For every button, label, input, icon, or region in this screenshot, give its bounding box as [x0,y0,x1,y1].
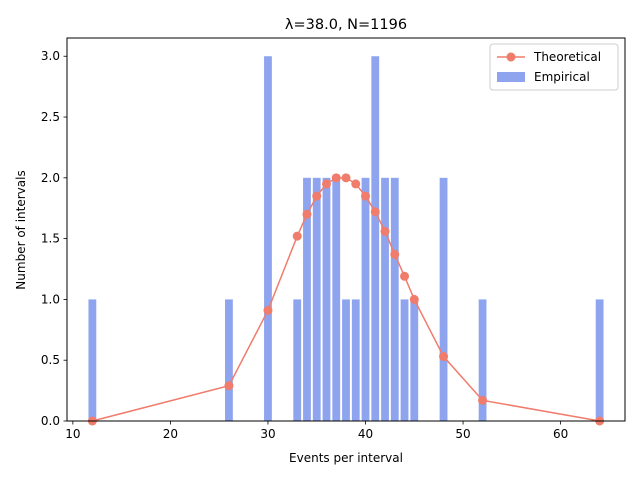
empirical-bar-44 [400,299,409,421]
empirical-bar-12 [88,299,97,421]
y-axis-label: Number of intervals [14,170,28,289]
x-tick-label-20: 20 [163,427,178,441]
theoretical-point-37 [331,173,341,183]
x-tick-label-50: 50 [455,427,470,441]
y-tick-label-1: 1.0 [41,292,60,306]
empirical-bar-42 [381,177,389,421]
theoretical-point-48 [439,352,449,362]
empirical-bar-36 [322,177,331,421]
plot-area [66,37,626,426]
empirical-bar-38 [342,299,350,421]
x-axis-label: Events per interval [289,451,403,465]
legend-empirical-swatch [497,72,525,82]
empirical-bar-30 [264,56,272,421]
empirical-bar-33 [293,299,302,421]
empirical-bar-52 [478,299,487,421]
x-tick-label-30: 30 [260,427,275,441]
theoretical-point-43 [390,249,400,259]
empirical-bar-43 [390,177,399,421]
y-tick-label-2.5: 2.5 [41,110,60,124]
legend-theoretical-marker [506,52,516,62]
theoretical-point-36 [321,179,331,189]
y-tick-label-0.5: 0.5 [41,353,60,367]
theoretical-point-41 [370,207,380,217]
theoretical-point-30 [263,305,273,315]
empirical-bar-37 [332,177,341,421]
chart-title: λ=38.0, N=1196 [285,17,407,33]
theoretical-point-40 [361,191,371,201]
x-tick-label-10: 10 [65,427,80,441]
empirical-bar-41 [371,56,380,421]
theoretical-point-38 [341,173,351,183]
empirical-bar-48 [439,177,448,421]
y-tick-label-0: 0.0 [41,414,60,428]
empirical-bar-64 [595,299,604,421]
y-tick-label-2: 2.0 [41,171,60,185]
empirical-bars [88,56,604,421]
y-axis: 0.0 0.5 1.0 1.5 2.0 2.5 3.0 [41,49,67,428]
x-tick-label-40: 40 [358,427,373,441]
y-tick-label-3: 3.0 [41,49,60,63]
legend-empirical-label: Empirical [534,70,590,84]
theoretical-point-39 [351,179,361,189]
empirical-bar-26 [225,299,233,421]
theoretical-point-26 [224,381,234,391]
theoretical-point-44 [400,271,410,281]
empirical-bar-35 [312,177,321,421]
x-tick-label-60: 60 [553,427,568,441]
empirical-bar-45 [410,299,419,421]
empirical-bar-40 [361,177,370,421]
theoretical-point-42 [380,226,390,236]
empirical-bar-34 [303,177,311,421]
empirical-bar-39 [351,299,360,421]
legend-theoretical-label: Theoretical [533,50,601,64]
theoretical-line-layer [87,173,605,426]
theoretical-point-33 [292,231,302,241]
legend: Theoretical Empirical [489,43,619,91]
theoretical-point-52 [478,395,488,405]
theoretical-point-34 [302,209,312,219]
theoretical-point-45 [409,294,419,304]
plot-frame [66,37,626,422]
theoretical-point-35 [312,191,322,201]
y-tick-label-1.5: 1.5 [41,232,60,246]
x-axis: 10 20 30 40 50 60 [65,421,568,441]
